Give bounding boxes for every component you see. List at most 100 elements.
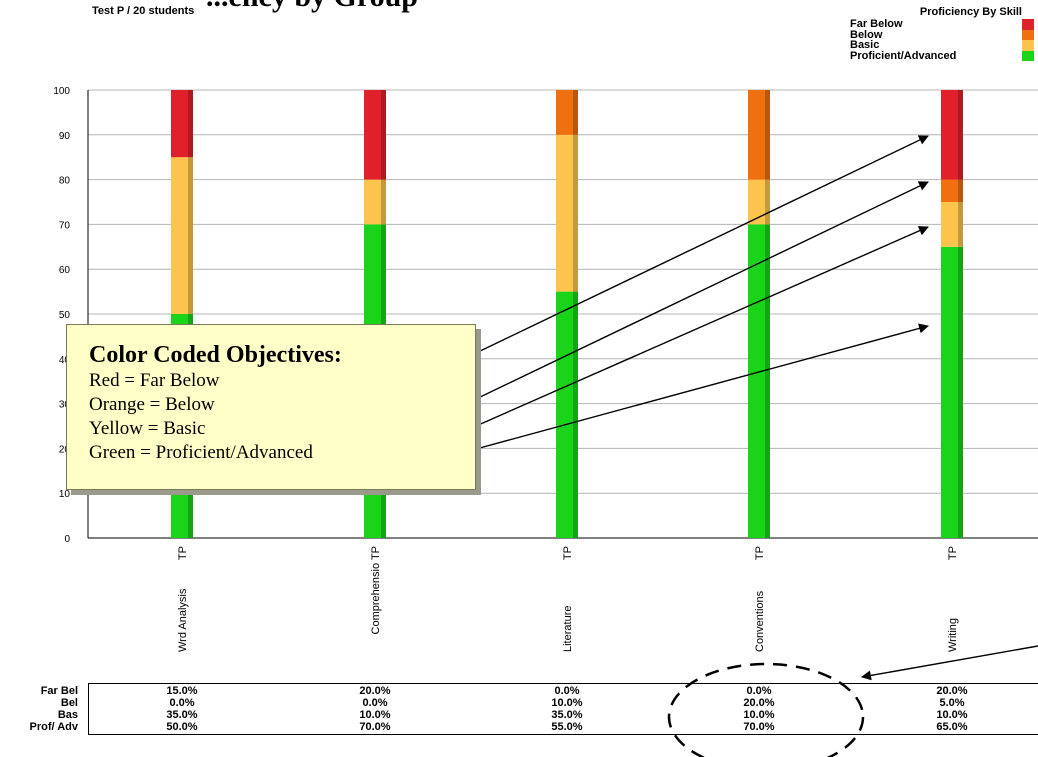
bar-segment [941, 246, 963, 539]
x-category-label: TP [177, 546, 189, 560]
legend-label: Below [850, 28, 883, 41]
x-category-label: Literature [562, 606, 574, 652]
stats-cell: 0.0% [746, 685, 772, 697]
legend-swatch [1022, 50, 1034, 61]
stats-cell: 10.0% [551, 697, 583, 709]
stats-cell: 70.0% [359, 721, 391, 733]
stats-cell: 0.0% [554, 685, 580, 697]
bar-segment-shade [188, 90, 193, 158]
legend-swatch [1022, 29, 1034, 40]
bar-segment [748, 90, 770, 180]
y-tick-label: 50 [59, 310, 71, 321]
legend-item-basic: Basic [850, 40, 1038, 51]
y-tick-label: 30 [59, 400, 71, 411]
table-arrow [861, 645, 1038, 681]
bar-segment-shade [573, 90, 578, 135]
bar-segment-shade [381, 90, 386, 180]
callout-box: Color Coded Objectives: Red = Far Below … [66, 324, 476, 490]
legend-label: Far Below [850, 18, 903, 30]
callout-line-green: Green = Proficient/Advanced [89, 442, 313, 463]
stats-cell: 65.0% [936, 721, 968, 733]
bar-segment-shade [958, 90, 963, 180]
legend: Proficiency By Skill Far Below Below Bas… [850, 6, 1038, 61]
stats-row: Bel 0.0% 0.0% 10.0% 20.0% 5.0% [0, 697, 1038, 710]
callout-line-red: Red = Far Below [89, 370, 220, 391]
x-category-label: Wrd Analysis [177, 588, 189, 652]
bar-segment-shade [765, 179, 770, 225]
stats-cell: 15.0% [166, 685, 198, 697]
bar-segment-shade [765, 90, 770, 180]
stats-cell: 20.0% [936, 685, 968, 697]
callout-arrow [475, 135, 929, 354]
stats-row: Prof/ Adv 50.0% 70.0% 55.0% 70.0% 65.0% [0, 721, 1038, 734]
stats-row: Far Bel 15.0% 20.0% 0.0% 0.0% 20.0% [0, 685, 1038, 698]
chart-subtitle: Test P / 20 students [92, 5, 195, 17]
bar-segment [556, 134, 578, 292]
bar-segment [171, 90, 193, 158]
y-tick-label: 10 [59, 489, 71, 500]
callout-arrow [475, 323, 929, 450]
bar-segment [364, 90, 386, 180]
x-category-label: Writing [947, 618, 959, 652]
y-tick-label: 100 [53, 86, 70, 97]
stats-cell: 50.0% [166, 721, 198, 733]
y-tick-label: 90 [59, 131, 71, 142]
legend-label: Proficient/Advanced [850, 49, 957, 62]
stats-row: Bas 35.0% 10.0% 35.0% 10.0% 10.0% [0, 709, 1038, 722]
x-category-label: TP [754, 546, 766, 560]
bar-segment-shade [958, 246, 963, 539]
stats-cell: 5.0% [939, 697, 965, 709]
callout-line-yellow: Yellow = Basic [89, 418, 206, 439]
bar-segment [556, 90, 578, 135]
callout-line-orange: Orange = Below [89, 394, 215, 415]
bar-segment-shade [573, 291, 578, 538]
bar-segment [748, 224, 770, 538]
highlight-ellipse [667, 662, 865, 757]
stats-cell: 20.0% [743, 697, 775, 709]
bar-segment [941, 179, 963, 202]
y-tick-label: 20 [59, 444, 71, 455]
stats-cell: 35.0% [551, 709, 583, 721]
x-category-label: TP [562, 546, 574, 560]
legend-title: Proficiency By Skill [919, 6, 1022, 18]
bar-segment [364, 179, 386, 225]
page-title: ...ency by Group [206, 0, 418, 14]
bar-segment-shade [958, 202, 963, 247]
bar-segment [748, 179, 770, 225]
stats-cell: 55.0% [551, 721, 583, 733]
y-tick-label: 40 [59, 355, 71, 366]
y-tick-label: 0 [64, 534, 70, 545]
stats-row-label: Prof/ Adv [29, 721, 79, 733]
y-tick-label: 80 [59, 176, 71, 187]
legend-item-far-below: Far Below [850, 19, 1038, 30]
stats-table-frame [88, 683, 1038, 735]
legend-item-proficient: Proficient/Advanced [850, 49, 1038, 62]
bar-segment-shade [958, 179, 963, 202]
bar-segment-shade [381, 179, 386, 225]
stats-cell: 0.0% [169, 697, 195, 709]
bar-segment-shade [765, 224, 770, 538]
callout-arrow [475, 181, 929, 400]
stats-cell: 10.0% [743, 709, 775, 721]
x-category-label: Comprehensio TP [370, 546, 382, 634]
bar-segment [171, 157, 193, 314]
bar-segment-shade [573, 134, 578, 292]
stats-cell: 20.0% [359, 685, 391, 697]
stats-cell: 70.0% [743, 721, 775, 733]
callout-arrow [475, 226, 929, 427]
stats-cell: 35.0% [166, 709, 198, 721]
stats-cell: 0.0% [362, 697, 388, 709]
legend-item-below: Below [850, 28, 1038, 41]
callout-title: Color Coded Objectives: [89, 342, 342, 368]
bar-segment [941, 202, 963, 247]
bar-segment [941, 90, 963, 180]
stats-row-label: Bel [60, 697, 78, 709]
legend-label: Basic [850, 39, 880, 51]
stats-row-label: Far Bel [40, 685, 78, 697]
legend-swatch [1022, 40, 1034, 51]
x-category-label: TP [947, 546, 959, 560]
legend-swatch [1022, 19, 1034, 30]
y-tick-label: 60 [59, 265, 71, 276]
stats-cell: 10.0% [936, 709, 968, 721]
y-tick-label: 70 [59, 220, 71, 231]
